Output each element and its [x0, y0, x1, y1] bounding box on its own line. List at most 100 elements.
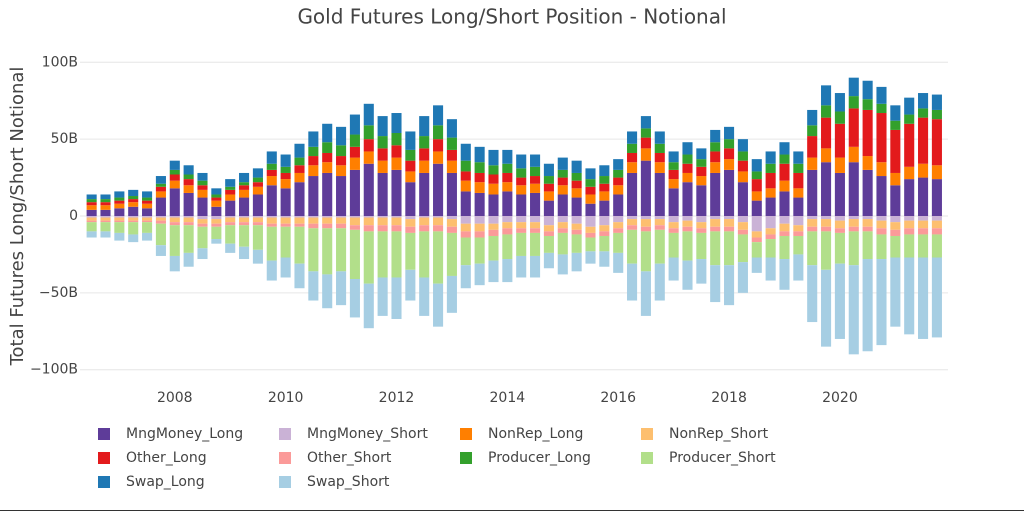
bar-segment [460, 231, 471, 238]
bar-segment [419, 136, 430, 149]
bar-segment [142, 217, 153, 221]
bar-segment [876, 176, 887, 216]
bar-segment [710, 142, 721, 152]
bar-segment [100, 199, 111, 203]
bar-segment [737, 139, 748, 152]
bar-segment [751, 237, 762, 243]
bar-segment [488, 216, 499, 224]
bar-segment [585, 168, 596, 180]
bar-segment [377, 217, 388, 226]
bar-segment [627, 219, 638, 226]
bar-segment [516, 154, 527, 169]
bar-segment [904, 114, 915, 124]
bar-segment [377, 216, 388, 218]
bar-segment [128, 216, 139, 218]
bar-segment [862, 259, 873, 352]
bar-segment [294, 165, 305, 173]
bar-segment [280, 172, 291, 180]
bar-segment [793, 172, 804, 189]
bar-segment [931, 109, 942, 120]
bar-segment [793, 231, 804, 236]
bar-segment [114, 217, 125, 221]
bar-segment [543, 191, 554, 201]
bar-segment [765, 216, 776, 229]
bar-segment [419, 116, 430, 137]
bar-segment [807, 157, 818, 170]
bar-segment [918, 234, 929, 258]
bar-segment [391, 217, 402, 226]
bar-segment [627, 216, 638, 220]
bar-segment [488, 260, 499, 283]
legend-swatch [279, 452, 291, 464]
bar-segment [834, 232, 845, 264]
bar-segment [308, 176, 319, 216]
bar-segment [890, 185, 901, 216]
bar-segment [100, 216, 111, 218]
bar-segment [862, 156, 873, 170]
bar-segment [737, 151, 748, 161]
bar-segment [807, 226, 818, 232]
bar-segment [239, 217, 250, 223]
bar-segment [391, 133, 402, 146]
bar-segment [336, 165, 347, 177]
bar-segment [294, 216, 305, 218]
bar-segment [848, 96, 859, 109]
bar-segment [252, 225, 263, 250]
bar-segment [890, 216, 901, 223]
bar-segment [557, 185, 568, 195]
bar-segment [197, 185, 208, 190]
bar-segment [460, 223, 471, 232]
bar-segment [724, 219, 735, 227]
x-tick-label: 2020 [822, 390, 858, 406]
bar-segment [252, 186, 263, 195]
bar-segment [862, 216, 873, 220]
bar-segment [585, 186, 596, 195]
bar-segment [640, 148, 651, 161]
bar-segment [280, 188, 291, 216]
bar-segment [931, 257, 942, 338]
bar-segment [876, 259, 887, 346]
bar-segment [779, 235, 790, 260]
bar-segment [100, 209, 111, 216]
bar-segment [128, 222, 139, 235]
bar-segment [142, 222, 153, 233]
bar-segment [239, 197, 250, 216]
bar-segment [225, 222, 236, 226]
bar-segment [419, 216, 430, 218]
bar-segment [654, 162, 665, 173]
bar-segment [821, 226, 832, 232]
bar-segment [557, 216, 568, 223]
bar-segment [86, 194, 97, 200]
bar-segment [682, 163, 693, 173]
bar-segment [640, 137, 651, 149]
bar-segment [862, 109, 873, 157]
bar-segment [530, 232, 541, 256]
bar-segment [737, 262, 748, 293]
bar-segment [474, 192, 485, 216]
bar-segment [613, 177, 624, 186]
bar-segment [585, 226, 596, 233]
bar-segment [765, 257, 776, 281]
bar-segment [834, 220, 845, 229]
bar-segment [543, 183, 554, 192]
bar-segment [349, 216, 360, 218]
bar-segment [294, 226, 305, 264]
bar-segment [876, 86, 887, 104]
bar-segment [446, 232, 457, 276]
bar-segment [377, 136, 388, 149]
bar-segment [405, 182, 416, 216]
bar-segment [904, 257, 915, 335]
bar-segment [363, 231, 374, 284]
bar-segment [142, 216, 153, 218]
bar-segment [793, 188, 804, 198]
bar-segment [696, 232, 707, 260]
bar-segment [322, 223, 333, 229]
bar-segment [502, 234, 513, 260]
bar-segment [377, 225, 388, 232]
bar-segment [155, 216, 166, 218]
bar-segment [571, 216, 582, 224]
bar-segment [128, 202, 139, 207]
bar-segment [155, 183, 166, 187]
bar-segment [627, 162, 638, 173]
bar-segment [266, 151, 277, 164]
